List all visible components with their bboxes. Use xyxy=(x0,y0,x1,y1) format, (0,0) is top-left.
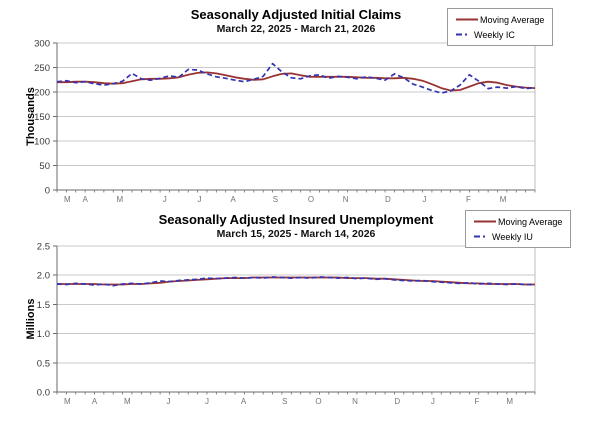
x-axis-label: M xyxy=(64,397,71,406)
chart-subtitle-initial-claims: March 22, 2025 - March 21, 2026 xyxy=(216,23,376,35)
legend-label-moving-average: Moving Average xyxy=(498,216,563,227)
x-axis-label: A xyxy=(92,397,98,406)
x-axis-label: D xyxy=(394,397,400,406)
y-tick-label: 0.0 xyxy=(37,388,50,399)
moving-average-line xyxy=(57,71,536,92)
weekly-iu-line xyxy=(56,276,535,287)
y-tick-label: 250 xyxy=(34,63,50,74)
x-axis-label: M xyxy=(116,195,123,204)
x-axis-label: J xyxy=(431,397,435,406)
x-axis-label: A xyxy=(82,195,88,204)
y-tick-label: 2.5 xyxy=(37,242,50,253)
weekly-iu-line-swatch xyxy=(474,235,490,238)
chart-subtitle-insured-unemployment: March 15, 2025 - March 14, 2026 xyxy=(216,228,376,240)
x-axis-label: J xyxy=(197,195,201,204)
legend-label-moving-average: Moving Average xyxy=(480,14,545,25)
legend-entry-weekly-iu: Weekly IU xyxy=(473,231,562,242)
y-tick-label: 1.5 xyxy=(37,300,50,311)
y-tick-label: 0 xyxy=(45,186,50,197)
x-axis-label: S xyxy=(273,195,278,204)
moving-average-line-swatch xyxy=(474,220,496,223)
x-axis-label: M xyxy=(64,195,71,204)
y-tick-label: 300 xyxy=(34,39,50,50)
x-axis-label: O xyxy=(308,195,314,204)
y-tick-label: 1.0 xyxy=(37,329,50,340)
x-axis-label: M xyxy=(500,195,507,204)
y-tick-label: 200 xyxy=(34,88,50,99)
x-axis-label: J xyxy=(422,195,426,204)
x-axis-label: D xyxy=(385,195,391,204)
insured-unemployment-plot: 0.0 0.5 1.0 1.5 2.0 2.5 M A M J J A S O N D J F M Millions xyxy=(25,242,536,406)
y-axis-title: Thousands xyxy=(25,87,37,146)
x-axis-label: N xyxy=(343,195,349,204)
x-axis-label: N xyxy=(352,397,358,406)
chart-title-initial-claims: Seasonally Adjusted Initial Claims xyxy=(190,7,402,22)
x-axis-label: J xyxy=(167,397,171,406)
legend-label-weekly-iu: Weekly IU xyxy=(492,231,533,242)
legend-entry-moving-average: Moving Average xyxy=(473,216,562,227)
legend-entry-moving-average: Moving Average xyxy=(455,14,544,25)
initial-claims-plot: 0 50 100 150 200 250 300 M A M J J A S O N D J F M Thousands xyxy=(25,39,536,204)
legend-label-weekly-ic: Weekly IC xyxy=(474,29,515,40)
y-axis-title: Millions xyxy=(25,299,37,340)
legend-insured-unemployment: Moving Average Weekly IU xyxy=(465,210,572,248)
x-axis-label: J xyxy=(163,195,167,204)
x-axis-label: A xyxy=(231,195,237,204)
x-axis-label: M xyxy=(506,397,513,406)
y-tick-label: 50 xyxy=(39,161,50,172)
legend-initial-claims: Moving Average Weekly IC xyxy=(447,8,554,46)
weekly-ic-line-swatch xyxy=(456,33,472,36)
weekly-ic-line xyxy=(56,62,536,94)
y-tick-label: 0.5 xyxy=(37,358,50,369)
x-axis-label: A xyxy=(241,397,247,406)
x-axis-label: F xyxy=(466,195,471,204)
y-tick-label: 150 xyxy=(34,112,50,123)
legend-entry-weekly-ic: Weekly IC xyxy=(455,29,544,40)
x-axis-label: O xyxy=(315,397,321,406)
y-tick-label: 100 xyxy=(34,137,50,148)
x-axis-label: M xyxy=(124,397,131,406)
y-tick-label: 2.0 xyxy=(37,271,50,282)
x-axis-label: J xyxy=(205,397,209,406)
x-axis-label: F xyxy=(474,397,479,406)
x-axis-label: S xyxy=(282,397,287,406)
chart-title-insured-unemployment: Seasonally Adjusted Insured Unemployment xyxy=(158,212,434,227)
moving-average-line-swatch xyxy=(456,18,478,21)
